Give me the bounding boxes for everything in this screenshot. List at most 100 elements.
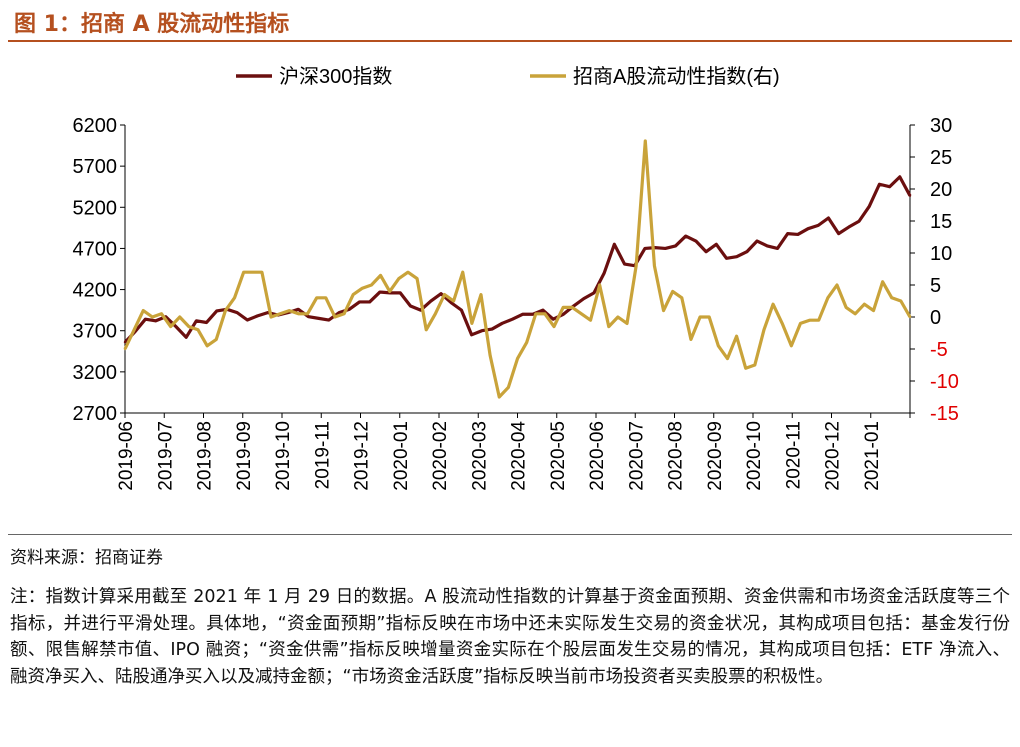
dual-axis-line-chart: 沪深300指数 招商A股流动性指数(右) 2700 3200 3700 4200 4700…	[73, 65, 959, 491]
data-point-liquidity	[571, 306, 574, 309]
data-point-csi300	[266, 311, 269, 314]
data-point-csi300	[337, 311, 341, 314]
x-tick-label: 2019-12	[352, 421, 373, 491]
data-point-liquidity	[589, 319, 592, 322]
data-point-liquidity	[799, 322, 802, 325]
data-point-csi300	[409, 304, 412, 308]
data-point-csi300	[195, 319, 198, 323]
data-point-liquidity	[726, 357, 729, 360]
data-point-csi300	[704, 250, 708, 253]
data-point-liquidity	[735, 335, 738, 338]
data-point-csi300	[154, 319, 157, 323]
data-point-csi300	[664, 247, 667, 250]
data-point-liquidity	[324, 296, 328, 299]
legend: 沪深300指数 招商A股流动性指数(右)	[236, 65, 780, 88]
data-point-liquidity	[160, 312, 163, 315]
data-point-liquidity	[680, 296, 684, 299]
data-point-csi300	[868, 205, 871, 208]
chart-axes: 27003200370042004700520057006200-15-10-5…	[73, 115, 959, 491]
data-point-liquidity	[151, 315, 154, 319]
data-point-liquidity	[662, 309, 665, 312]
data-point-liquidity	[306, 312, 309, 315]
data-point-csi300	[327, 318, 331, 322]
data-point-liquidity	[315, 296, 318, 299]
source-bar: 资料来源：招商证券	[8, 534, 1012, 568]
data-point-liquidity	[379, 274, 382, 277]
data-point-liquidity	[781, 322, 784, 325]
data-point-liquidity	[269, 315, 273, 319]
data-point-liquidity	[297, 312, 300, 315]
left-tick-label: 6200	[73, 115, 118, 137]
left-tick-label: 5200	[73, 197, 118, 219]
data-point-csi300	[796, 233, 800, 236]
data-point-csi300	[878, 183, 881, 186]
data-point-liquidity	[790, 344, 793, 347]
data-point-csi300	[908, 194, 912, 197]
data-point-liquidity	[771, 303, 775, 306]
data-point-liquidity	[233, 296, 236, 299]
data-point-liquidity	[872, 309, 875, 312]
data-point-csi300	[307, 315, 310, 318]
series-line-csi300	[123, 175, 912, 344]
x-tick-label: 2019-10	[273, 421, 294, 491]
data-point-liquidity	[461, 271, 464, 274]
data-point-csi300	[348, 308, 351, 311]
data-point-csi300	[378, 290, 382, 294]
data-point-csi300	[725, 257, 728, 260]
footnote: 注：指数计算采用截至 2021 年 1 月 29 日的数据。A 股流动性指数的计…	[10, 587, 1010, 687]
data-point-csi300	[205, 321, 208, 324]
data-point-liquidity	[717, 344, 720, 347]
x-tick-label: 2020-11	[783, 421, 804, 489]
data-point-csi300	[786, 232, 789, 235]
x-tick-label: 2020-08	[666, 421, 687, 491]
data-point-liquidity	[561, 306, 565, 309]
data-point-csi300	[470, 333, 473, 337]
right-tick-label: 20	[930, 179, 952, 201]
x-tick-label: 2020-12	[823, 421, 844, 491]
data-point-liquidity	[415, 277, 419, 280]
data-point-liquidity	[625, 322, 629, 325]
data-point-csi300	[368, 300, 371, 304]
data-point-csi300	[531, 313, 534, 316]
x-tick-label: 2019-11	[312, 421, 333, 489]
data-point-liquidity	[844, 306, 848, 309]
right-tick-label: 15	[930, 211, 952, 233]
data-point-liquidity	[242, 271, 245, 274]
data-point-liquidity	[388, 290, 391, 293]
x-tick-label: 2020-04	[509, 421, 530, 491]
series-layer	[123, 139, 912, 399]
data-point-liquidity	[534, 312, 537, 315]
data-point-liquidity	[205, 344, 209, 347]
data-point-csi300	[144, 317, 147, 321]
x-tick-label: 2019-08	[195, 421, 216, 491]
data-point-csi300	[317, 317, 320, 320]
data-point-liquidity	[406, 271, 410, 274]
data-point-liquidity	[498, 395, 501, 399]
data-point-liquidity	[552, 325, 556, 328]
data-point-liquidity	[863, 303, 866, 306]
data-point-csi300	[429, 299, 433, 303]
data-point-csi300	[694, 239, 698, 243]
data-point-csi300	[123, 341, 127, 344]
legend-label-csi300: 沪深300指数	[279, 65, 392, 88]
data-point-liquidity	[817, 319, 820, 322]
left-tick-label: 2700	[73, 403, 118, 425]
right-tick-label: 0	[930, 307, 941, 329]
data-point-liquidity	[580, 312, 583, 315]
x-tick-label: 2020-10	[744, 421, 765, 491]
data-point-csi300	[582, 297, 585, 300]
data-point-csi300	[439, 292, 443, 295]
source-text: 资料来源：招商证券	[10, 548, 163, 568]
left-tick-label: 3700	[73, 321, 118, 343]
chart-area: 沪深300指数 招商A股流动性指数(右) 2700 3200 3700 4200 4700…	[0, 44, 1020, 534]
right-tick-label: -10	[930, 371, 959, 393]
data-point-csi300	[215, 309, 218, 313]
data-point-liquidity	[808, 319, 811, 322]
data-point-csi300	[827, 216, 830, 220]
data-point-csi300	[174, 325, 178, 328]
data-point-liquidity	[178, 315, 181, 319]
data-point-liquidity	[890, 296, 893, 299]
data-point-liquidity	[361, 287, 364, 290]
data-point-csi300	[297, 308, 300, 311]
data-point-liquidity	[525, 341, 528, 344]
